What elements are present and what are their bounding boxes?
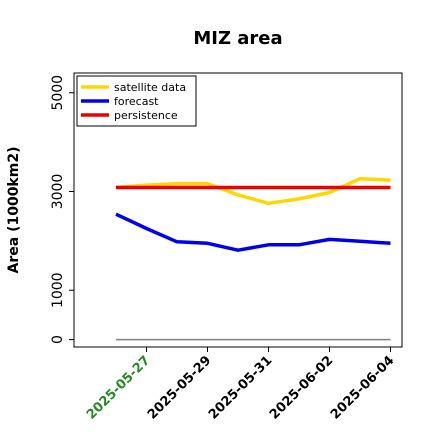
x-tick-label: 2025-05-31	[206, 353, 275, 422]
x-tick-label: 2025-06-02	[267, 353, 336, 422]
series-line-forecast	[115, 212, 391, 252]
y-tick-label: 1000	[50, 272, 66, 308]
y-tick-label: 5000	[50, 75, 66, 111]
series-layer	[115, 176, 391, 252]
x-tick-label: 2025-05-27	[84, 353, 153, 422]
x-tick-label: 2025-06-04	[328, 353, 397, 422]
y-axis: 0 1000 3000 5000	[50, 75, 74, 344]
series-line-satellite-data	[115, 176, 391, 206]
y-tick-label: 0	[50, 335, 66, 344]
x-tick-label: 2025-05-29	[145, 353, 214, 422]
legend-label: satellite data	[114, 81, 186, 94]
plot-frame	[73, 72, 403, 348]
legend-label: forecast	[114, 95, 159, 108]
x-axis: 2025-05-272025-05-292025-05-312025-06-02…	[84, 347, 397, 423]
chart-title: MIZ area	[193, 28, 282, 49]
legend-label: persistence	[114, 109, 178, 122]
y-axis-label: Area (1000km2)	[6, 147, 22, 274]
y-tick-label: 3000	[50, 174, 66, 210]
